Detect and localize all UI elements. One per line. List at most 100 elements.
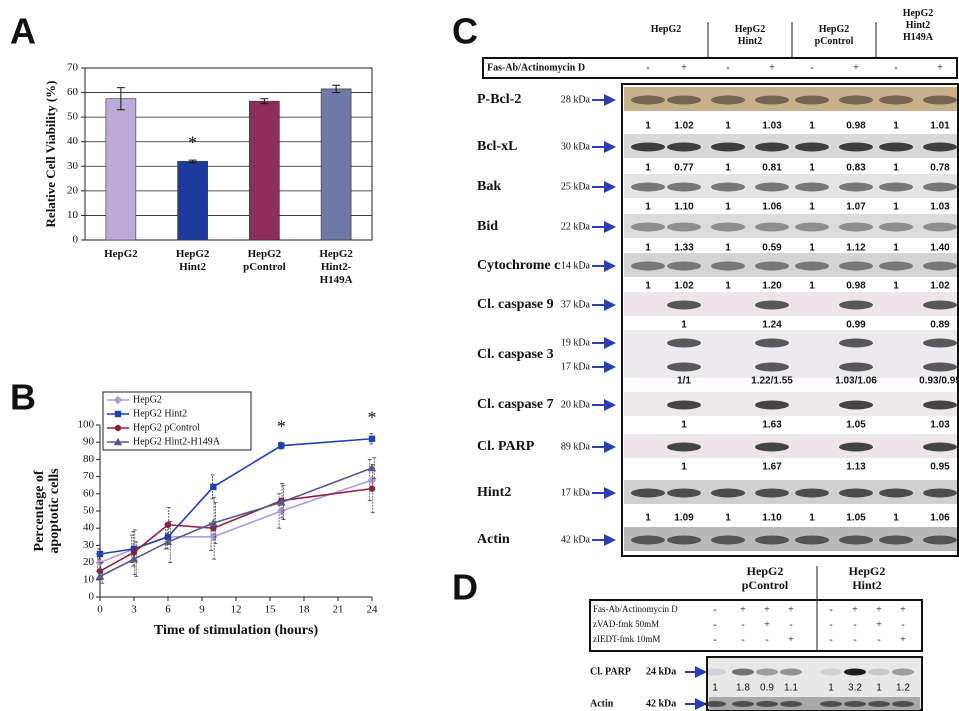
quantification: 0.98 [846, 121, 866, 132]
treatment-sign: - [853, 634, 856, 645]
band [820, 668, 842, 676]
band [755, 182, 789, 192]
quantification: 1 [712, 683, 718, 694]
marker [210, 483, 217, 491]
quantification: 1 [725, 281, 731, 292]
group-label: HepG2 Hint2 H149A [903, 8, 934, 43]
legend-label: HepG2 pControl [133, 422, 200, 433]
band [879, 535, 913, 545]
y-tick-label: 40 [67, 135, 79, 147]
quantification: 1.67 [762, 462, 782, 473]
band [879, 488, 913, 498]
band [755, 442, 789, 452]
quantification: 1.20 [762, 281, 782, 292]
treatment-sign: - [726, 62, 730, 74]
band [923, 400, 957, 410]
band [839, 338, 873, 348]
series-line [99, 487, 373, 572]
treatment-sign: + [681, 62, 687, 74]
error-bar [168, 520, 173, 563]
protein-name: Cl. PARP [590, 666, 631, 677]
band [667, 182, 701, 192]
series-line [99, 467, 373, 578]
blot-frame [621, 83, 959, 557]
treatment-sign: + [769, 62, 775, 74]
y-tick-label: 80 [83, 453, 95, 465]
band [667, 535, 701, 545]
bar [177, 161, 208, 241]
x-tick-label: 6 [165, 604, 171, 616]
band [923, 261, 957, 271]
band [667, 222, 701, 232]
x-axis-label: Time of stimulation (hours) [154, 623, 319, 638]
x-tick-label: 0 [97, 604, 103, 616]
band [879, 222, 913, 232]
treatment-sign: + [900, 604, 906, 615]
band [923, 535, 957, 545]
quantification: 1 [725, 202, 731, 213]
treatment-label: Fas-Ab/Actinomycin D [593, 604, 678, 614]
quantification: 0.99 [846, 320, 866, 331]
error-bar [281, 484, 286, 520]
x-tick-label: 15 [265, 604, 277, 616]
kda-label: 24 kDa [646, 666, 676, 677]
band [839, 261, 873, 271]
quantification: 1.01 [930, 121, 950, 132]
quantification: 1 [725, 243, 731, 254]
band [631, 261, 665, 271]
band [839, 488, 873, 498]
band [755, 261, 789, 271]
y-tick-label: 30 [83, 539, 95, 551]
y-tick-label: 0 [73, 234, 79, 246]
band [631, 535, 665, 545]
marker [95, 572, 105, 580]
group-label: HepG2 Hint2 [849, 564, 886, 592]
quantification: 1 [725, 163, 731, 174]
quantification: 1 [893, 121, 899, 132]
band [711, 261, 745, 271]
quantification: 0.83 [846, 163, 866, 174]
band [923, 182, 957, 192]
quantification: 1.02 [930, 281, 950, 292]
quantification: 1 [809, 243, 815, 254]
error-bar [332, 84, 341, 94]
treatment-sign: + [852, 604, 858, 615]
band [711, 182, 745, 192]
marker [209, 532, 218, 541]
treatment-sign: + [937, 62, 943, 74]
legend-label: HepG2 Hint2-H149A [133, 436, 221, 447]
quantification: 0.77 [674, 163, 694, 174]
band [755, 95, 789, 105]
group-label: HepG2 Hint2 [735, 24, 766, 47]
band [780, 668, 802, 676]
plot-frame [84, 67, 373, 241]
bar [249, 100, 280, 241]
treatment-label: zIEDT-fmk 10mM [593, 634, 660, 644]
quantification: 0.93/0.95 [919, 376, 959, 387]
protein-name: Actin [590, 698, 614, 709]
blot-strip [709, 697, 920, 710]
bar [105, 98, 137, 241]
band [755, 400, 789, 410]
error-bar [260, 98, 269, 105]
band [868, 701, 890, 707]
protein-name: Bid [477, 219, 498, 234]
treatment-sign: - [829, 634, 832, 645]
quantification: 1 [645, 202, 651, 213]
treatment-sign: - [713, 604, 716, 615]
quantification: 1.03 [930, 420, 950, 431]
marker [113, 395, 123, 405]
treatment-sign: + [788, 634, 794, 645]
quantification: 1/1 [677, 376, 691, 387]
band [755, 535, 789, 545]
band [795, 261, 829, 271]
quantification: 1 [893, 163, 899, 174]
marker [368, 435, 376, 442]
quantification: 1 [645, 163, 651, 174]
panel-label: D [452, 567, 478, 608]
quantification: 0.81 [762, 163, 782, 174]
bar [320, 88, 352, 241]
blot-strip [624, 87, 957, 111]
protein-name: Cl. caspase 3 [477, 347, 554, 362]
band [795, 142, 829, 152]
